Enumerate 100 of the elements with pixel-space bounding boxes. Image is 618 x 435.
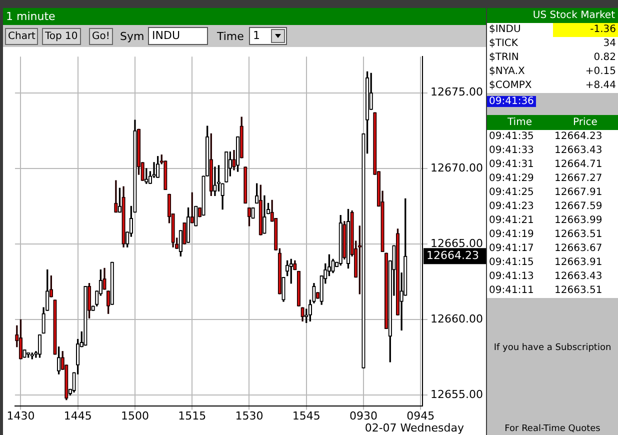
candlestick bbox=[396, 228, 400, 316]
y-tick-label: 12675.00 bbox=[430, 86, 484, 99]
candlestick bbox=[244, 166, 248, 204]
x-tick-label: 1530 bbox=[235, 409, 264, 422]
text: 12664.23 bbox=[426, 249, 480, 262]
text: 0.82 bbox=[592, 51, 617, 65]
candlestick bbox=[346, 208, 350, 269]
text: 09:41:31 bbox=[488, 158, 535, 172]
candlestick bbox=[300, 307, 304, 322]
text: Time bbox=[506, 116, 533, 130]
text: 09:41:15 bbox=[488, 256, 535, 270]
x-tick-label: 0945 bbox=[406, 409, 435, 422]
text: US Stock Market bbox=[487, 8, 618, 23]
y-tick-label: 12670.00 bbox=[430, 161, 484, 174]
candlestick bbox=[84, 286, 88, 346]
text: 12664.23 bbox=[554, 130, 604, 144]
button: Go! bbox=[89, 28, 113, 45]
candlestick bbox=[338, 215, 342, 266]
button: Top 10 bbox=[42, 28, 81, 45]
text: 09:41:21 bbox=[488, 214, 535, 228]
candlestick bbox=[49, 275, 54, 298]
x-tick-label: 1445 bbox=[64, 409, 92, 422]
y-tick-label: 12660.00 bbox=[430, 312, 484, 326]
candlestick bbox=[182, 222, 186, 244]
chart-title: 1 minute bbox=[3, 8, 486, 25]
candlestick bbox=[87, 283, 92, 318]
candlestick bbox=[258, 184, 262, 236]
text: -1.36 bbox=[552, 23, 618, 37]
text: 09:41:13 bbox=[488, 270, 535, 284]
candlestick bbox=[202, 176, 206, 216]
text: 12663.51 bbox=[554, 284, 604, 298]
text: 12667.91 bbox=[554, 186, 604, 200]
candlestick bbox=[224, 152, 228, 182]
text: Price bbox=[572, 116, 598, 130]
candlestick bbox=[56, 346, 61, 374]
text: $TRIN bbox=[488, 51, 520, 65]
text: 12667.59 bbox=[554, 200, 604, 214]
text: 12663.51 bbox=[554, 228, 604, 242]
text: $INDU bbox=[488, 23, 522, 37]
candlestick bbox=[251, 207, 255, 219]
candlestick bbox=[209, 133, 213, 196]
text: 09:41:23 bbox=[488, 200, 535, 214]
text: 09:41:17 bbox=[488, 242, 535, 256]
candlestick bbox=[178, 230, 182, 256]
text: 09:41:25 bbox=[488, 186, 535, 200]
text: 09:41:36 bbox=[487, 96, 536, 107]
candlestick bbox=[46, 269, 50, 311]
candlestick bbox=[156, 156, 160, 178]
candlestick bbox=[102, 268, 106, 290]
candlestick bbox=[282, 276, 286, 302]
candlestick bbox=[384, 252, 388, 330]
candlestick bbox=[18, 319, 23, 360]
candlestick bbox=[236, 136, 240, 172]
field-label: Sym bbox=[120, 29, 144, 45]
candlestick bbox=[331, 258, 335, 274]
candlestick bbox=[53, 300, 57, 355]
text: 12663.67 bbox=[554, 242, 604, 256]
candlestick bbox=[342, 221, 346, 260]
text: 09:41:29 bbox=[488, 172, 535, 186]
candlestick bbox=[122, 186, 126, 248]
text: 12663.91 bbox=[554, 256, 604, 270]
x-tick-label: 1515 bbox=[178, 409, 206, 422]
candlestick bbox=[213, 166, 217, 196]
candlestick bbox=[206, 126, 210, 176]
text: 34 bbox=[602, 37, 617, 51]
text: 12663.99 bbox=[554, 214, 604, 228]
y-tick-label: 12665.00 bbox=[430, 236, 484, 250]
candlestick bbox=[262, 195, 266, 234]
field-label: Time bbox=[217, 29, 244, 45]
text: If you have a Subscription bbox=[492, 343, 612, 353]
x-tick-label: 1500 bbox=[120, 409, 149, 422]
y-tick-label: 12655.00 bbox=[430, 388, 484, 402]
candlestick bbox=[186, 207, 190, 243]
candlestick bbox=[296, 270, 301, 306]
text: 12663.43 bbox=[554, 270, 604, 284]
text: 09:41:35 bbox=[488, 130, 535, 144]
text: +8.44 bbox=[584, 79, 617, 93]
x-tick-label: 0930 bbox=[349, 409, 378, 422]
button: Chart bbox=[5, 28, 38, 45]
candlestick bbox=[106, 290, 110, 314]
text: 12664.71 bbox=[554, 158, 604, 172]
text: 12663.43 bbox=[554, 144, 604, 158]
text: $TICK bbox=[488, 37, 519, 51]
text: +0.15 bbox=[584, 65, 617, 79]
candlestick bbox=[316, 292, 320, 299]
candlestick bbox=[91, 306, 95, 311]
candlestick bbox=[293, 260, 297, 270]
text: 09:41:11 bbox=[488, 284, 535, 298]
candlestick bbox=[22, 350, 26, 358]
x-tick-label: 1430 bbox=[6, 409, 35, 422]
text: $COMPX bbox=[488, 79, 533, 93]
candlestick bbox=[114, 180, 118, 213]
text: 09:41:33 bbox=[488, 144, 535, 158]
input-field: INDU bbox=[148, 27, 208, 45]
candlestick bbox=[110, 262, 114, 305]
candlestick bbox=[144, 168, 148, 184]
text: For Real-Time Quotes bbox=[504, 424, 602, 434]
text: 12667.27 bbox=[554, 172, 604, 186]
candlestick bbox=[232, 150, 236, 170]
text: 09:41:19 bbox=[488, 228, 535, 242]
